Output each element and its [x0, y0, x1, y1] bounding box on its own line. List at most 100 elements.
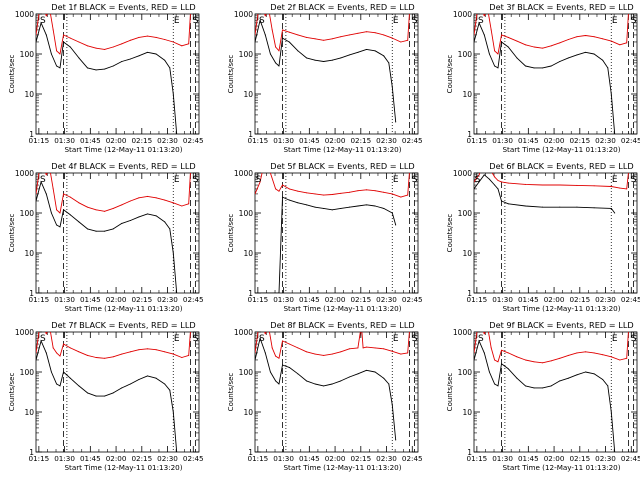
- data-point: [408, 332, 410, 333]
- data-point: [112, 207, 114, 209]
- x-tick-label: 01:30: [54, 454, 75, 463]
- plot-area: [36, 9, 196, 134]
- data-point: [323, 39, 325, 41]
- plot-frame: [254, 172, 419, 294]
- data-point: [181, 45, 183, 47]
- x-tick-label: 02:30: [595, 295, 616, 304]
- y-tick-label: 10: [462, 90, 472, 99]
- data-point: [383, 348, 385, 350]
- data-point: [255, 359, 256, 361]
- y-tick-label: 10: [24, 249, 34, 258]
- y-tick-label: 10: [24, 408, 34, 417]
- x-tick-label: 01:45: [518, 454, 539, 463]
- data-point: [323, 194, 325, 196]
- data-point: [281, 184, 283, 186]
- data-point: [69, 214, 71, 216]
- data-point: [607, 385, 609, 387]
- data-point: [497, 53, 499, 55]
- data-point: [305, 57, 307, 59]
- data-point: [172, 41, 174, 43]
- data-point: [567, 354, 569, 356]
- event-marker-label: E: [612, 16, 618, 26]
- data-point: [331, 38, 333, 40]
- x-tick-label: 02:45: [402, 136, 423, 145]
- data-point: [374, 371, 376, 373]
- data-point: [271, 29, 273, 31]
- y-axis-label: Counts/sec: [8, 214, 16, 253]
- data-point: [585, 51, 587, 53]
- event-marker-label: E: [174, 175, 180, 185]
- data-point: [259, 19, 261, 21]
- data-point: [258, 328, 259, 329]
- data-point: [56, 383, 58, 385]
- data-point: [269, 371, 271, 373]
- y-tick-label: 1000: [453, 328, 472, 337]
- data-point: [507, 182, 509, 184]
- data-point: [602, 378, 604, 380]
- event-marker-label: S: [478, 16, 484, 26]
- data-point: [362, 347, 364, 349]
- data-point: [297, 50, 299, 52]
- data-point: [155, 36, 157, 38]
- data-point: [533, 46, 535, 48]
- data-point: [129, 219, 131, 221]
- data-point: [155, 349, 157, 351]
- data-point: [340, 380, 342, 382]
- data-point: [478, 174, 480, 176]
- series-line-events: [36, 340, 178, 452]
- plot-area: [36, 332, 196, 452]
- series-line-events: [255, 337, 397, 441]
- data-point: [524, 359, 526, 361]
- x-tick-label: 02:15: [131, 454, 152, 463]
- data-point: [488, 53, 490, 55]
- data-point: [391, 86, 393, 88]
- data-point: [104, 230, 106, 232]
- data-point: [129, 200, 131, 202]
- data-point: [366, 31, 368, 33]
- data-point: [78, 41, 80, 43]
- data-point: [497, 67, 499, 69]
- y-tick-label: 10: [243, 249, 253, 258]
- data-point: [486, 160, 487, 161]
- data-point: [348, 54, 350, 56]
- data-point: [357, 190, 359, 192]
- y-tick-label: 1000: [234, 169, 253, 178]
- data-point: [602, 59, 604, 61]
- data-point: [112, 65, 114, 67]
- event-marker-label: E: [174, 334, 180, 344]
- plot-frame: [35, 172, 200, 294]
- data-point: [39, 10, 40, 11]
- data-point: [297, 373, 299, 375]
- data-point: [56, 209, 58, 211]
- data-point: [45, 15, 47, 17]
- event-marker-label: S: [40, 175, 46, 185]
- data-point: [189, 332, 191, 333]
- data-point: [494, 176, 496, 178]
- x-tick-label: 02:30: [157, 295, 178, 304]
- data-point: [357, 32, 359, 34]
- y-axis-label: Counts/sec: [446, 55, 454, 94]
- y-tick-label: 100: [20, 209, 35, 218]
- data-point: [507, 203, 509, 205]
- subplot-title: Det 4f BLACK = Events, RED = LLD: [51, 161, 195, 171]
- subplot-title: Det 2f BLACK = Events, RED = LLD: [270, 2, 414, 12]
- data-point: [45, 34, 47, 36]
- y-tick-label: 1: [29, 289, 34, 298]
- data-point: [59, 53, 61, 55]
- subplot-3: Det 3f BLACK = Events, RED = LLD 1 10 100 10…: [446, 2, 640, 154]
- data-point: [507, 46, 509, 48]
- series-line-events: [255, 19, 397, 123]
- data-point: [56, 65, 58, 67]
- data-point: [49, 9, 50, 10]
- data-point: [169, 67, 171, 69]
- subplot-title: Det 7f BLACK = Events, RED = LLD: [51, 320, 195, 330]
- data-point: [494, 65, 496, 67]
- data-point: [331, 353, 333, 355]
- data-point: [340, 351, 342, 353]
- event-marker-label: S: [631, 16, 637, 26]
- data-point: [86, 45, 88, 47]
- data-point: [610, 93, 612, 95]
- x-axis-label: Start Time (12-May-11 01:13:20): [502, 304, 620, 313]
- data-point: [259, 337, 261, 339]
- data-point: [62, 41, 64, 43]
